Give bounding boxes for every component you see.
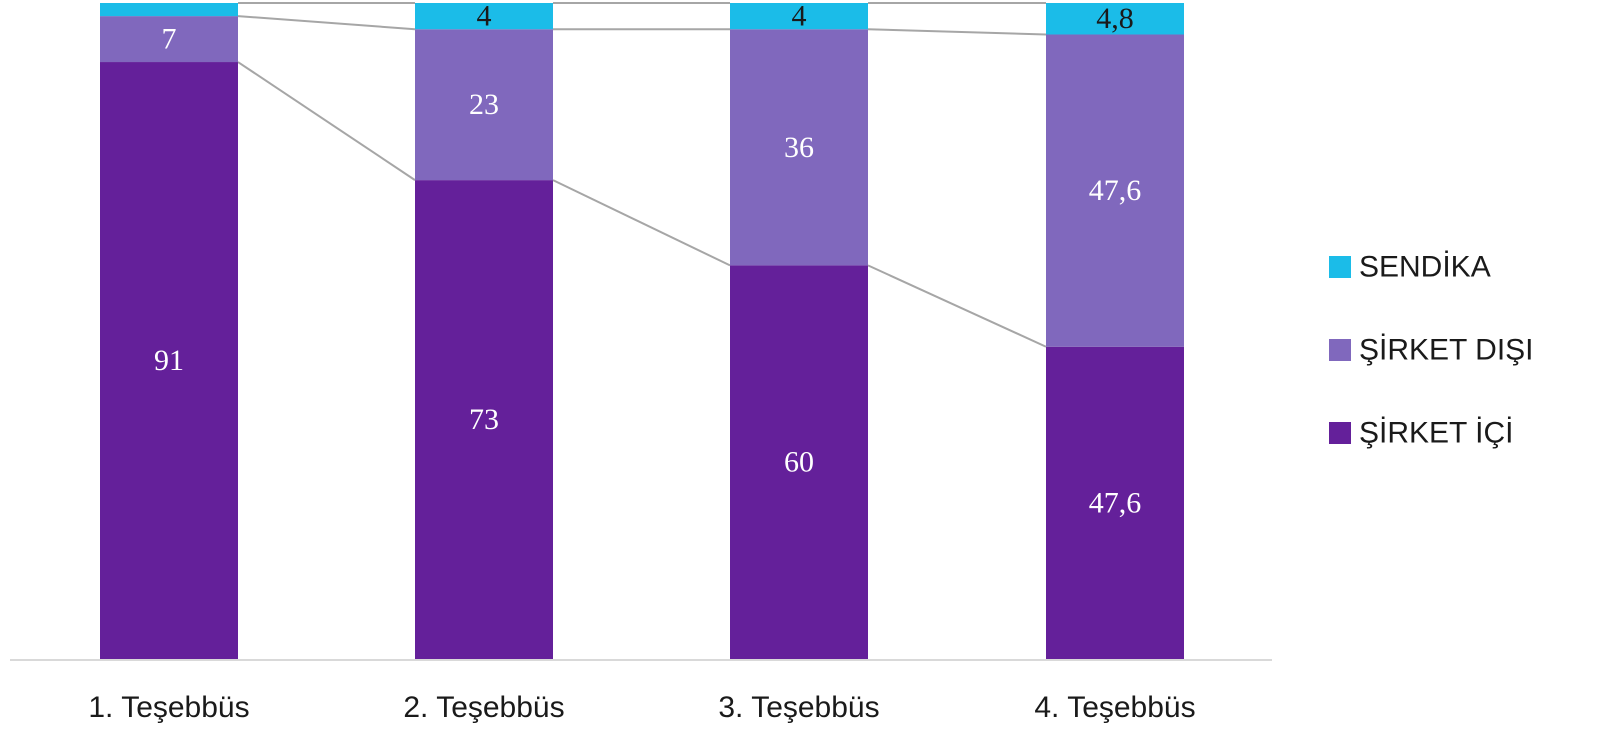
data-label: 23 [469, 88, 499, 121]
bar-segment--i-rket-di-i-1 [100, 16, 238, 63]
legend-item: ŞİRKET İÇİ [1329, 417, 1513, 450]
category-label: 3. Teşebbüs [718, 691, 879, 724]
data-label: 91 [154, 344, 184, 377]
data-label: 7 [162, 23, 177, 56]
legend-swatch [1329, 339, 1351, 361]
data-label: 47,6 [1089, 174, 1142, 207]
data-label: 60 [784, 446, 814, 479]
series-line [552, 179, 731, 267]
series-line [237, 15, 416, 31]
bar-segment-sendi-ka-2 [415, 3, 553, 30]
data-label: 4,8 [1096, 2, 1134, 35]
bar-segment--i-rket-i-i--3 [730, 265, 868, 659]
data-label: 36 [784, 131, 814, 164]
legend-item: ŞİRKET DIŞI [1329, 334, 1534, 367]
legend: SENDİKA ŞİRKET DIŞI ŞİRKET İÇİ [1329, 251, 1534, 450]
legend-label: ŞİRKET DIŞI [1359, 334, 1534, 367]
series-line [867, 28, 1047, 36]
category-labels: 1. Teşebbüs 2. Teşebbüs 3. Teşebbüs 4. Teşe… [88, 691, 1195, 724]
bar-segment-sendi-ka-1 [100, 3, 238, 17]
series-line [867, 264, 1047, 348]
legend-label: SENDİKA [1359, 251, 1491, 284]
series-lines [237, 2, 1047, 348]
bar-segment--i-rket-di-i-2 [415, 29, 553, 181]
bar-segment-sendi-ka-3 [730, 3, 868, 30]
bar-segment--i-rket-i-i--2 [415, 180, 553, 659]
bar-segment--i-rket-i-i--4 [1046, 346, 1184, 659]
legend-swatch [1329, 422, 1351, 444]
data-label: 47,6 [1089, 486, 1142, 519]
category-label: 2. Teşebbüs [403, 691, 564, 724]
bars: 91 7 73 23 4 60 36 4 47,6 47,6 4,8 [100, 0, 1184, 660]
bar-segment--i-rket-di-i-3 [730, 29, 868, 266]
data-label: 73 [469, 403, 499, 436]
legend-label: ŞİRKET İÇİ [1359, 417, 1513, 450]
bar-segment--i-rket-i-i--1 [100, 62, 238, 660]
series-line [237, 61, 416, 181]
legend-swatch [1329, 256, 1351, 278]
data-label: 4 [792, 0, 807, 33]
bar-segment-sendi-ka-4 [1046, 3, 1184, 35]
bar-segment--i-rket-di-i-4 [1046, 34, 1184, 347]
category-label: 1. Teşebbüs [88, 691, 249, 724]
category-label: 4. Teşebbüs [1034, 691, 1195, 724]
legend-item: SENDİKA [1329, 251, 1491, 284]
data-label: 4 [477, 0, 492, 33]
